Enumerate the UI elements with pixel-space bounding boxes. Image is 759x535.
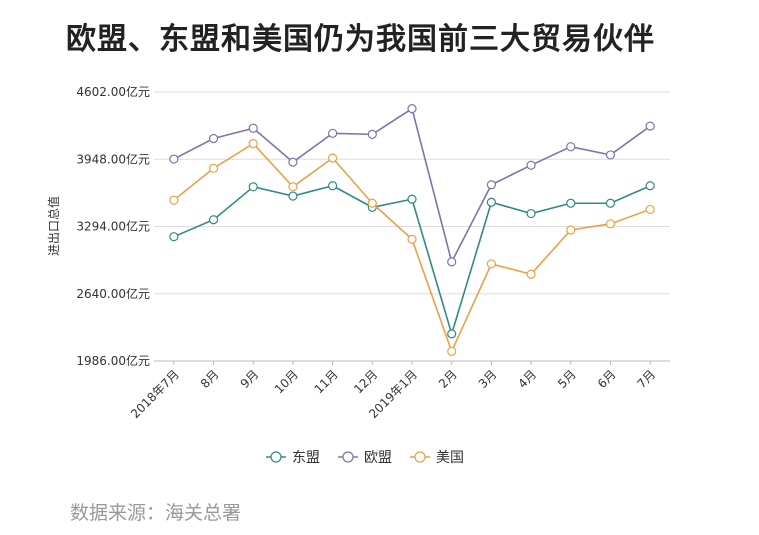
x-tick-label: 8月 — [198, 367, 222, 391]
data-point[interactable] — [447, 346, 457, 356]
y-axis-label: 进出口总值 — [46, 196, 61, 256]
x-tick-label: 10月 — [272, 367, 301, 396]
series-美国 — [169, 139, 655, 356]
data-point[interactable] — [447, 329, 457, 339]
x-tick-label: 7月 — [634, 367, 658, 391]
data-point[interactable] — [328, 128, 338, 138]
data-point[interactable] — [328, 153, 338, 163]
y-tick-label: 4602.00亿元 — [76, 84, 150, 99]
data-point[interactable] — [248, 182, 258, 192]
legend-item-东盟[interactable]: 东盟 — [266, 450, 320, 466]
data-point[interactable] — [605, 198, 616, 208]
y-tick-label: 1986.00亿元 — [76, 353, 150, 368]
x-tick-label: 9月 — [238, 367, 262, 391]
data-point[interactable] — [328, 181, 338, 191]
legend-item-欧盟[interactable]: 欧盟 — [338, 450, 392, 466]
legend: 东盟 欧盟 美国 — [266, 450, 464, 466]
y-tick-label: 3948.00亿元 — [76, 151, 150, 166]
data-point[interactable] — [645, 121, 655, 131]
data-point[interactable] — [486, 197, 496, 207]
x-tick-label: 2018年7月 — [128, 367, 182, 421]
data-point[interactable] — [645, 181, 655, 191]
data-point[interactable] — [486, 259, 496, 269]
data-point[interactable] — [208, 163, 219, 173]
legend-swatch-marker — [414, 451, 426, 463]
x-tick-label: 6月 — [595, 367, 619, 391]
data-source-note: 数据来源：海关总署 — [70, 502, 242, 524]
data-point[interactable] — [208, 215, 219, 225]
data-point[interactable] — [288, 182, 298, 192]
data-point[interactable] — [566, 142, 576, 152]
series-欧盟 — [169, 104, 655, 267]
y-tick-label: 2640.00亿元 — [76, 286, 150, 301]
data-point[interactable] — [407, 104, 417, 114]
gridlines — [154, 91, 670, 362]
chart-title: 欧盟、东盟和美国仍为我国前三大贸易伙伴 — [66, 22, 655, 57]
legend-label: 欧盟 — [364, 450, 392, 466]
legend-swatch-marker — [270, 451, 282, 463]
x-tick-label: 12月 — [351, 367, 380, 396]
data-point[interactable] — [169, 154, 179, 164]
x-tick-label: 5月 — [555, 367, 579, 391]
data-point[interactable] — [288, 191, 298, 201]
x-tick-label: 11月 — [312, 367, 341, 396]
series-line — [173, 184, 651, 337]
data-point[interactable] — [526, 160, 536, 170]
legend-label: 东盟 — [292, 450, 320, 466]
data-point[interactable] — [526, 269, 536, 279]
data-point[interactable] — [407, 194, 417, 204]
legend-swatch-marker — [342, 451, 354, 463]
x-tick-label: 2月 — [436, 367, 460, 391]
data-point[interactable] — [367, 198, 377, 208]
data-point[interactable] — [566, 225, 576, 235]
data-point[interactable] — [288, 157, 298, 167]
data-point[interactable] — [367, 129, 377, 139]
data-point[interactable] — [526, 208, 536, 219]
y-tick-label: 3294.00亿元 — [76, 219, 150, 234]
data-point[interactable] — [605, 150, 616, 160]
data-point[interactable] — [169, 232, 179, 242]
legend-label: 美国 — [436, 450, 464, 466]
data-point[interactable] — [605, 219, 616, 229]
x-tick-label: 3月 — [476, 367, 500, 391]
data-point[interactable] — [407, 234, 417, 244]
data-point[interactable] — [447, 257, 457, 267]
data-point[interactable] — [208, 133, 219, 144]
data-point[interactable] — [566, 198, 576, 208]
series-东盟 — [169, 181, 655, 339]
series-line — [173, 142, 651, 354]
data-point[interactable] — [486, 180, 496, 190]
data-point[interactable] — [169, 195, 179, 205]
series-lines — [169, 104, 655, 356]
data-point[interactable] — [248, 123, 258, 133]
x-tick-label: 4月 — [515, 367, 539, 391]
data-point[interactable] — [645, 204, 655, 215]
y-axis: 4602.00亿元 3948.00亿元 3294.00亿元 2640.00亿元 1986… — [76, 84, 150, 368]
data-point[interactable] — [248, 139, 258, 149]
legend-item-美国[interactable]: 美国 — [410, 450, 464, 466]
